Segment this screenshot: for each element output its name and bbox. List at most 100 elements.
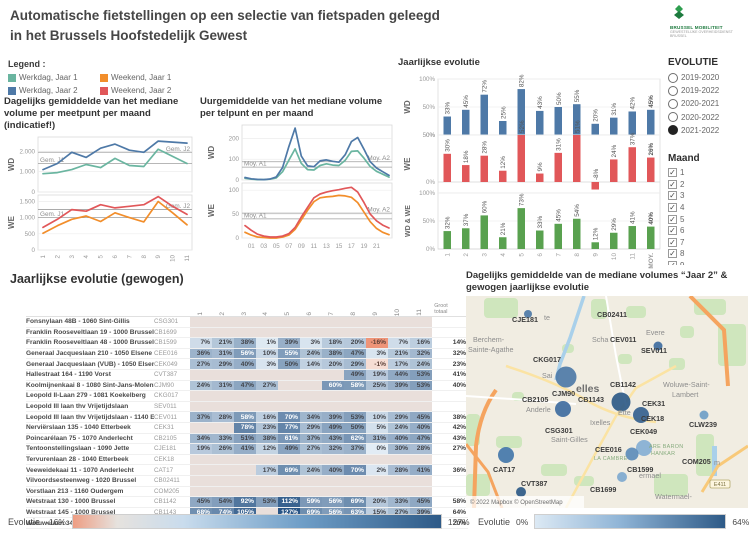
legend-item[interactable]: Werkdag, Jaar 2 bbox=[8, 84, 100, 97]
evolution-cell[interactable]: 40% bbox=[388, 433, 410, 444]
map-bubble-CJM90[interactable] bbox=[555, 400, 571, 417]
bar[interactable] bbox=[647, 109, 655, 135]
bar[interactable] bbox=[462, 228, 470, 249]
evolution-cell[interactable]: 24% bbox=[388, 422, 410, 433]
evolution-cell[interactable]: 40% bbox=[234, 359, 256, 369]
map-bubble-CB1599[interactable] bbox=[617, 471, 627, 482]
evolution-cell[interactable] bbox=[278, 327, 300, 338]
checkbox-icon[interactable]: ✓ bbox=[668, 179, 677, 189]
evolution-cell[interactable] bbox=[234, 369, 256, 380]
evolution-cell[interactable]: 68% bbox=[190, 507, 212, 518]
evolution-cell[interactable] bbox=[256, 507, 278, 518]
evolution-cell[interactable] bbox=[190, 475, 212, 486]
bar[interactable] bbox=[591, 181, 600, 190]
evolution-cell[interactable] bbox=[410, 401, 432, 412]
evolution-cell[interactable] bbox=[190, 401, 212, 412]
maand-option-7[interactable]: ✓ 7 bbox=[668, 237, 750, 249]
line-series[interactable] bbox=[42, 195, 188, 228]
evolution-cell[interactable]: 1% bbox=[256, 338, 278, 348]
evolution-cell[interactable]: 31% bbox=[212, 380, 234, 391]
table-row[interactable]: Leopold II-Laan 279 - 1081 Koekelberg CKG… bbox=[26, 391, 468, 402]
bar[interactable] bbox=[647, 157, 655, 182]
evolution-cell[interactable] bbox=[366, 391, 388, 401]
evolution-cell[interactable]: 26% bbox=[212, 444, 234, 454]
table-row[interactable]: Vilvoordsesteenweg - 1020 Brussel CB02411 bbox=[26, 475, 468, 487]
evolution-cell[interactable]: 47% bbox=[234, 380, 256, 391]
evolution-cell[interactable] bbox=[410, 327, 432, 338]
bar[interactable] bbox=[554, 223, 563, 249]
map-bubble-CJE181[interactable] bbox=[524, 309, 532, 318]
evolutie-option-2021-2022[interactable]: 2021-2022 bbox=[668, 124, 750, 137]
bar[interactable] bbox=[462, 164, 470, 182]
evolution-cell[interactable]: 19% bbox=[190, 444, 212, 454]
evolution-cell[interactable] bbox=[212, 317, 234, 327]
evolution-cell[interactable]: 56% bbox=[322, 507, 344, 518]
evolution-cell[interactable] bbox=[256, 454, 278, 465]
evolution-cell[interactable] bbox=[410, 486, 432, 497]
bar[interactable] bbox=[480, 94, 489, 135]
evolution-cell[interactable] bbox=[212, 401, 234, 412]
maand-option-4[interactable]: ✓ 4 bbox=[668, 202, 750, 214]
bar[interactable] bbox=[610, 117, 618, 135]
bar[interactable] bbox=[573, 104, 581, 135]
evolution-cell[interactable]: 47% bbox=[410, 433, 432, 444]
evolution-cell[interactable] bbox=[278, 380, 300, 391]
evolution-cell[interactable]: 20% bbox=[344, 338, 366, 348]
radio-icon[interactable] bbox=[668, 98, 678, 109]
bar[interactable] bbox=[480, 155, 489, 182]
table-month-header[interactable]: 6 bbox=[306, 312, 314, 316]
evolutie-option-2019-2022[interactable]: 2019-2022 bbox=[668, 84, 750, 97]
evolution-cell[interactable] bbox=[278, 369, 300, 380]
evolution-cell[interactable]: 25% bbox=[366, 380, 388, 391]
table-row[interactable]: Leopold III laan thv Vrijetijdslaan SEV01… bbox=[26, 401, 468, 413]
evolution-cell[interactable] bbox=[234, 486, 256, 497]
map-bubble-CAT17[interactable] bbox=[498, 446, 514, 463]
bar[interactable] bbox=[499, 170, 507, 182]
evolution-cell[interactable]: 12% bbox=[256, 444, 278, 454]
legend-item[interactable]: Werkdag, Jaar 1 bbox=[8, 71, 100, 84]
evolution-cell[interactable] bbox=[322, 486, 344, 497]
evolution-cell[interactable]: 15% bbox=[366, 507, 388, 518]
evolution-cell[interactable]: 45% bbox=[410, 412, 432, 422]
evolution-cell[interactable] bbox=[344, 327, 366, 338]
evolution-cell[interactable] bbox=[388, 486, 410, 497]
bar[interactable] bbox=[573, 218, 581, 249]
evolution-cell[interactable] bbox=[388, 475, 410, 486]
evolution-cell[interactable] bbox=[234, 454, 256, 465]
evolution-cell[interactable]: 31% bbox=[366, 433, 388, 444]
evolution-cell[interactable]: 19% bbox=[366, 369, 388, 380]
evolution-cell[interactable] bbox=[212, 475, 234, 486]
evolution-cell[interactable]: 92% bbox=[234, 497, 256, 507]
evolution-cell[interactable]: 29% bbox=[212, 359, 234, 369]
table-row[interactable]: Nerviërslaan 135 - 1040 Etterbeek CEK31 78… bbox=[26, 422, 468, 434]
bar[interactable] bbox=[443, 230, 452, 249]
evolution-cell[interactable]: 39% bbox=[322, 412, 344, 422]
evolution-cell[interactable]: 43% bbox=[322, 433, 344, 444]
evolution-cell[interactable]: 58% bbox=[344, 380, 366, 391]
evolution-cell[interactable]: 28% bbox=[388, 465, 410, 475]
radio-icon[interactable] bbox=[668, 72, 678, 83]
checkbox-icon[interactable]: ✓ bbox=[668, 226, 677, 236]
evolution-cell[interactable]: 53% bbox=[344, 412, 366, 422]
evolution-cell[interactable] bbox=[300, 454, 322, 465]
evolution-cell[interactable] bbox=[322, 401, 344, 412]
table-month-header[interactable]: 7 bbox=[328, 312, 336, 316]
map-bubble-CEK18[interactable] bbox=[633, 406, 649, 423]
map-bubble-CKG017[interactable] bbox=[555, 366, 577, 388]
evolution-cell[interactable]: 29% bbox=[344, 359, 366, 369]
maand-option-3[interactable]: ✓ 3 bbox=[668, 190, 750, 202]
table-row[interactable]: Hallestraat 164 - 1190 Vorst CVT387 49% 19%… bbox=[26, 369, 468, 381]
bar[interactable] bbox=[536, 110, 544, 135]
evolution-cell[interactable]: 44% bbox=[388, 369, 410, 380]
evolution-cell[interactable]: 39% bbox=[278, 338, 300, 348]
evolution-cell[interactable] bbox=[410, 391, 432, 401]
evolution-cell[interactable]: 37% bbox=[300, 433, 322, 444]
evolution-cell[interactable]: 2% bbox=[366, 465, 388, 475]
table-row[interactable]: Tervurenlaan 28 - 1040 Etterbeek CEK18 bbox=[26, 454, 468, 466]
evolution-cell[interactable]: 16% bbox=[410, 338, 432, 348]
bar[interactable] bbox=[499, 120, 507, 135]
evolution-cell[interactable]: 78% bbox=[234, 422, 256, 433]
evolution-cell[interactable] bbox=[234, 327, 256, 338]
evolution-cell[interactable]: 39% bbox=[410, 507, 432, 518]
evolution-cell[interactable]: 69% bbox=[344, 497, 366, 507]
